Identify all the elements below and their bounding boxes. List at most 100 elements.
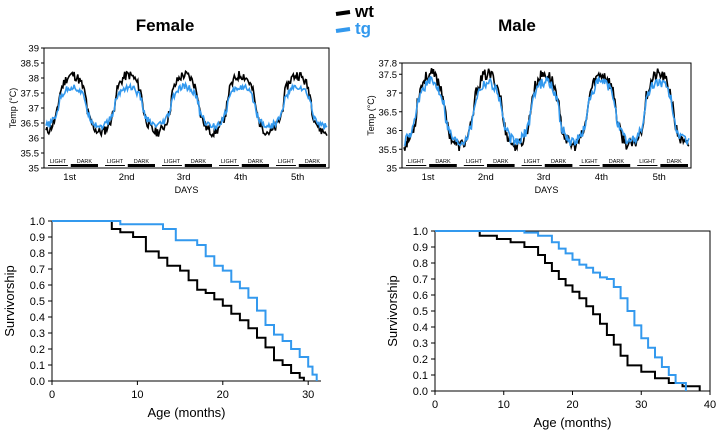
legend-tg-label: tg: [355, 19, 371, 38]
male-title: Male: [498, 16, 536, 35]
light-label: LIGHT: [639, 159, 656, 165]
day-label: 2nd: [119, 172, 135, 183]
x-tick-label: 40: [704, 399, 716, 411]
legend-tg-swatch: [335, 27, 351, 33]
y-axis-label: Temp (°C): [8, 88, 18, 129]
y-tick-label: 0.6: [413, 290, 428, 302]
x-tick-label: 0: [49, 389, 55, 401]
y-tick-label: 0.2: [413, 354, 428, 366]
survival-curve-wt: [435, 230, 701, 391]
y-tick-label: 0.6: [30, 280, 45, 292]
y-tick-label: 35.5: [379, 145, 398, 156]
female-title: Female: [136, 16, 195, 35]
y-tick-label: 0.3: [30, 328, 45, 340]
y-tick-label: 0.2: [30, 344, 45, 356]
y-tick-label: 39: [28, 44, 39, 55]
day-label: 5th: [291, 172, 304, 183]
y-axis-label: Survivorship: [385, 275, 400, 347]
y-tick-label: 0.9: [30, 232, 45, 244]
day-label: 3rd: [537, 172, 551, 183]
survival-curve-wt: [52, 220, 305, 381]
survival-curve-tg: [52, 220, 318, 381]
y-tick-label: 38.5: [21, 59, 40, 70]
y-axis-label: Temp (°C): [366, 95, 376, 136]
female-temperature-chart: 35 35.5 36 36.5 37 37.5 38 38.5 39 Temp (°C) LIGHT…: [8, 44, 330, 195]
day-label: 5th: [653, 172, 666, 183]
y-tick-label: 0.5: [30, 296, 45, 308]
x-axis-label: Age (months): [533, 415, 611, 430]
y-tick-label: 0.0: [413, 386, 428, 398]
dark-label: DARK: [435, 159, 451, 165]
dark-label: DARK: [493, 159, 509, 165]
dark-label: DARK: [77, 159, 93, 165]
survival-curve-tg: [435, 230, 687, 391]
male-temperature-chart: 35 35.5 36 36.5 37 37.537.8 Temp (°C) LIGHT DARK…: [366, 59, 692, 195]
light-label: LIGHT: [278, 159, 295, 165]
light-label: LIGHT: [50, 159, 67, 165]
light-label: LIGHT: [164, 159, 181, 165]
y-tick-label: 37: [386, 89, 397, 100]
series-line-tg: [403, 75, 690, 147]
day-label: 1st: [63, 172, 76, 183]
y-tick-label: 36: [386, 126, 397, 137]
plot-frame: [401, 62, 692, 169]
day-label: 3rd: [177, 172, 191, 183]
light-label: LIGHT: [524, 159, 541, 165]
y-tick-label: 0.3: [413, 338, 428, 350]
x-axis-label: Age (months): [147, 405, 225, 420]
x-tick-label: 30: [635, 399, 647, 411]
legend-wt-label: wt: [354, 2, 374, 21]
x-axis-label: DAYS: [535, 185, 559, 195]
day-label: 4th: [234, 172, 247, 183]
y-tick-label: 35.5: [21, 149, 40, 160]
dark-label: DARK: [305, 159, 321, 165]
y-tick-label: 0.1: [413, 370, 428, 382]
legend-wt-swatch: [335, 10, 351, 16]
y-tick-label: 36.5: [21, 119, 40, 130]
x-tick-label: 20: [566, 399, 578, 411]
x-axis-label: DAYS: [175, 185, 199, 195]
y-tick-label: 0.9: [413, 242, 428, 254]
y-tick-label: 35: [28, 164, 39, 175]
dark-label: DARK: [667, 159, 683, 165]
light-label: LIGHT: [581, 159, 598, 165]
legend: wt tg: [335, 2, 374, 38]
y-tick-label: 0.8: [413, 258, 428, 270]
light-label: LIGHT: [466, 159, 483, 165]
day-label: 1st: [422, 172, 435, 183]
day-label: 2nd: [478, 172, 494, 183]
day-label: 4th: [595, 172, 608, 183]
dark-label: DARK: [609, 159, 625, 165]
dark-label: DARK: [191, 159, 207, 165]
y-tick-label: 0.1: [30, 360, 45, 372]
y-tick-label: 0.5: [413, 306, 428, 318]
y-tick-label: 0.0: [30, 376, 45, 388]
y-tick-label: 0.7: [30, 264, 45, 276]
y-tick-label: 36: [28, 134, 39, 145]
y-tick-label: 1.0: [413, 226, 428, 238]
x-tick-label: 20: [217, 389, 229, 401]
y-tick-label: 37.5: [379, 70, 398, 81]
y-tick-label: 37: [28, 104, 39, 115]
x-tick-label: 30: [302, 389, 314, 401]
light-label: LIGHT: [408, 159, 425, 165]
y-tick-label: 0.4: [413, 322, 428, 334]
y-tick-label: 0.4: [30, 312, 45, 324]
light-label: LIGHT: [107, 159, 124, 165]
y-tick-label: 37.8: [379, 59, 398, 70]
y-tick-label: 35: [386, 164, 397, 175]
light-label: LIGHT: [221, 159, 238, 165]
y-tick-label: 38: [28, 74, 39, 85]
y-tick-label: 36.5: [379, 107, 398, 118]
x-tick-label: 10: [131, 389, 143, 401]
y-tick-label: 1.0: [30, 216, 45, 228]
dark-label: DARK: [551, 159, 567, 165]
x-tick-label: 10: [498, 399, 510, 411]
y-axis-label: Survivorship: [2, 265, 17, 337]
dark-label: DARK: [248, 159, 264, 165]
dark-label: DARK: [134, 159, 150, 165]
female-survivorship-chart: 0.0 0.1 0.2 0.3 0.4 0.5 0.6 0.7 0.8 0.9 1.0 0 10 20 30…: [2, 216, 321, 420]
y-tick-label: 37.5: [21, 89, 40, 100]
series-line-tg: [45, 80, 328, 132]
